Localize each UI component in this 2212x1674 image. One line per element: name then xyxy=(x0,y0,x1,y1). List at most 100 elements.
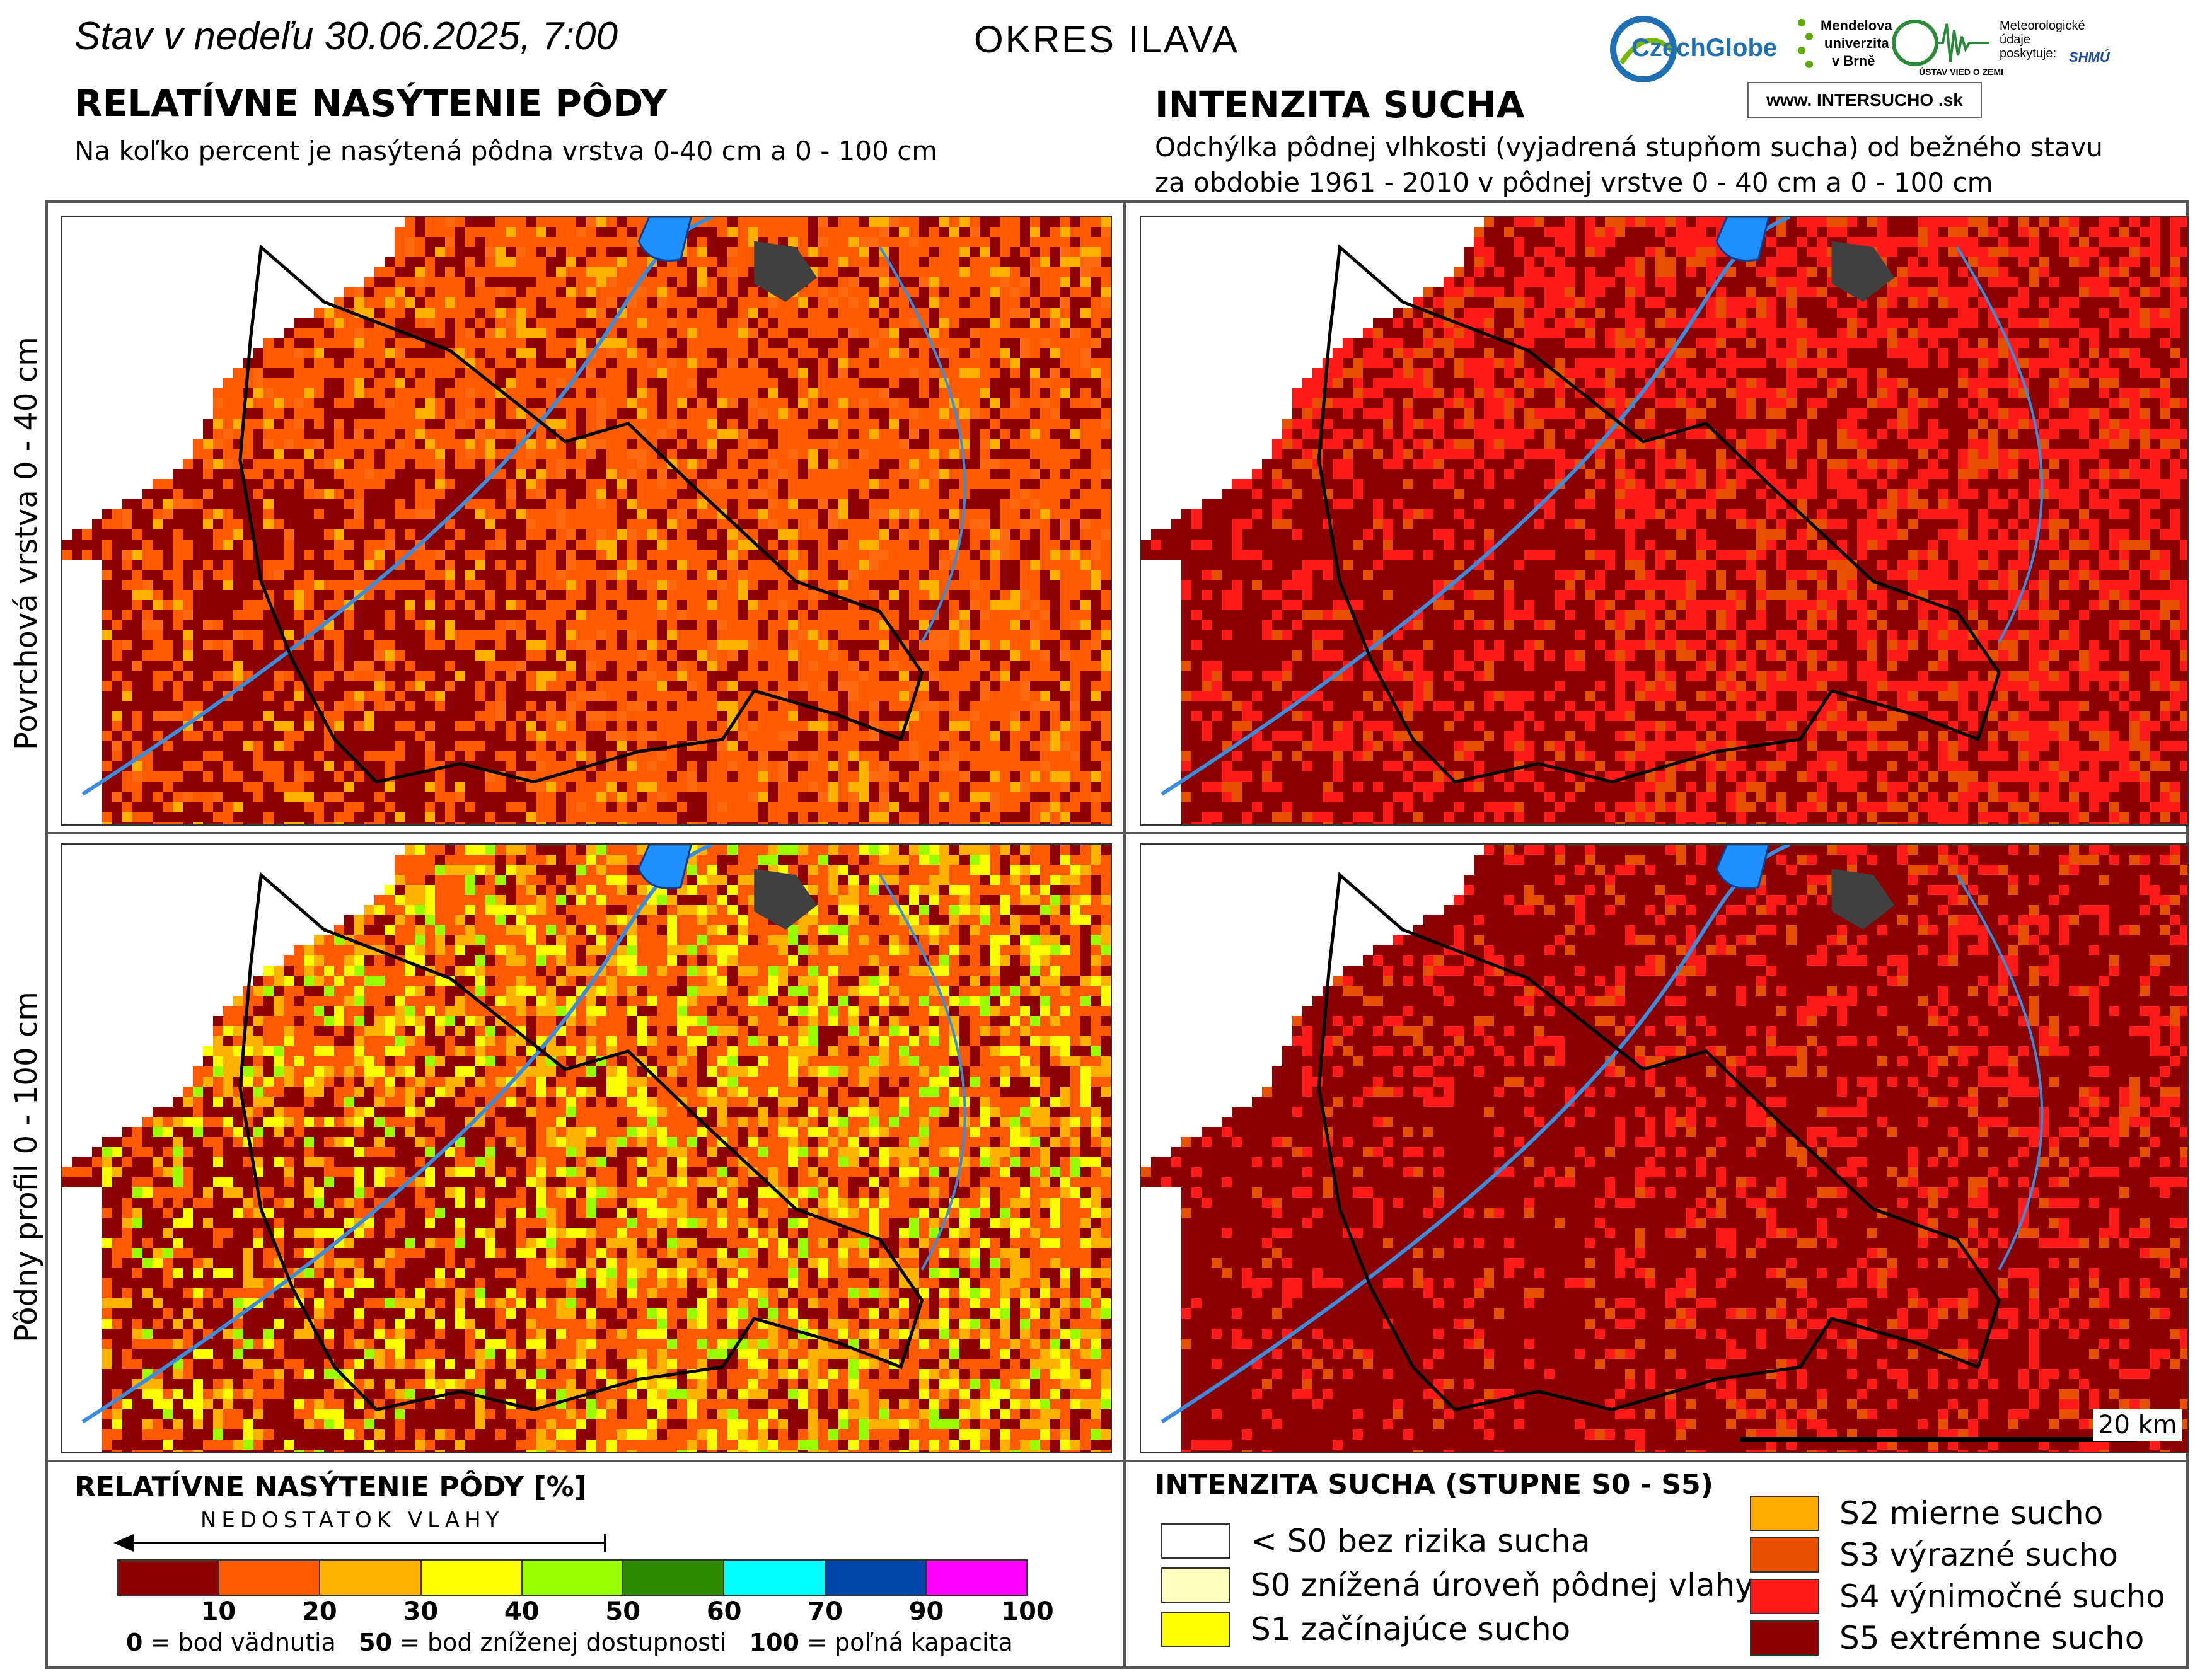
raster-cell xyxy=(788,318,798,328)
raster-cell xyxy=(526,519,536,529)
raster-cell xyxy=(909,439,919,449)
raster-cell xyxy=(798,731,808,741)
raster-cell xyxy=(485,519,495,529)
raster-cell xyxy=(818,257,828,267)
raster-cell xyxy=(364,721,374,731)
raster-cell xyxy=(153,620,163,630)
raster-cell xyxy=(395,449,405,459)
raster-cell xyxy=(727,328,738,338)
raster-cell xyxy=(869,358,879,368)
raster-cell xyxy=(879,489,889,499)
raster-cell xyxy=(173,681,183,691)
raster-cell xyxy=(576,711,586,721)
raster-cell xyxy=(344,519,354,529)
raster-cell xyxy=(727,570,738,580)
raster-cell xyxy=(495,348,506,358)
raster-cell xyxy=(1101,338,1111,348)
raster-cell xyxy=(506,540,516,550)
raster-cell xyxy=(435,429,445,439)
raster-cell xyxy=(970,661,980,671)
raster-cell xyxy=(1070,650,1080,661)
raster-cell xyxy=(596,439,606,449)
raster-cell xyxy=(788,661,798,671)
raster-cell xyxy=(506,358,516,368)
raster-cell xyxy=(869,570,879,580)
raster-cell xyxy=(576,469,586,479)
raster-cell xyxy=(818,681,828,691)
raster-cell xyxy=(374,368,385,378)
raster-cell xyxy=(163,519,173,529)
raster-cell xyxy=(364,358,374,368)
raster-cell xyxy=(425,247,435,257)
raster-cell xyxy=(1060,540,1070,550)
raster-cell xyxy=(263,650,274,661)
raster-cell xyxy=(929,318,939,328)
raster-cell xyxy=(939,439,949,449)
raster-cell xyxy=(253,620,263,630)
raster-cell xyxy=(1000,358,1010,368)
raster-cell xyxy=(324,398,334,408)
raster-cell xyxy=(243,630,253,640)
raster-cell xyxy=(405,429,415,439)
raster-cell xyxy=(385,721,395,731)
raster-cell xyxy=(596,630,606,640)
raster-cell xyxy=(627,671,637,681)
raster-cell xyxy=(889,560,899,570)
raster-cell xyxy=(1101,308,1111,318)
raster-cell xyxy=(516,701,526,711)
raster-cell xyxy=(939,328,949,338)
raster-cell xyxy=(546,630,556,640)
raster-cell xyxy=(475,308,485,318)
raster-cell xyxy=(980,489,990,499)
raster-cell xyxy=(869,368,879,378)
raster-cell xyxy=(233,640,243,650)
raster-cell xyxy=(818,348,828,358)
raster-cell xyxy=(758,429,768,439)
raster-cell xyxy=(606,610,617,620)
raster-cell xyxy=(193,620,203,630)
raster-cell xyxy=(233,388,243,398)
raster-cell xyxy=(1060,287,1070,297)
raster-cell xyxy=(949,620,959,630)
raster-cell xyxy=(395,741,405,751)
raster-cell xyxy=(949,529,959,540)
raster-cell xyxy=(980,681,990,691)
raster-cell xyxy=(929,499,939,509)
raster-cell xyxy=(1030,550,1040,560)
raster-cell xyxy=(970,600,980,610)
raster-cell xyxy=(748,469,758,479)
raster-cell xyxy=(748,217,758,227)
raster-cell xyxy=(193,550,203,560)
raster-cell xyxy=(889,388,899,398)
raster-cell xyxy=(697,731,707,741)
raster-cell xyxy=(556,721,566,731)
raster-cell xyxy=(536,439,546,449)
raster-cell xyxy=(364,751,374,761)
raster-cell xyxy=(939,267,949,277)
raster-cell xyxy=(657,358,667,368)
raster-cell xyxy=(1091,661,1101,671)
raster-cell xyxy=(122,650,132,661)
raster-cell xyxy=(748,610,758,620)
raster-cell xyxy=(838,691,848,701)
raster-cell xyxy=(354,509,364,519)
raster-cell xyxy=(1030,247,1040,257)
raster-cell xyxy=(627,277,637,287)
raster-cell xyxy=(687,529,697,540)
raster-cell xyxy=(808,418,818,429)
raster-cell xyxy=(536,368,546,378)
raster-cell xyxy=(929,257,939,267)
raster-cell xyxy=(284,671,294,681)
raster-cell xyxy=(758,388,768,398)
raster-cell xyxy=(970,721,980,731)
raster-cell xyxy=(506,519,516,529)
raster-cell xyxy=(546,600,556,610)
raster-cell xyxy=(173,650,183,661)
raster-cell xyxy=(990,459,1000,469)
raster-cell xyxy=(980,509,990,519)
raster-cell xyxy=(495,418,506,429)
raster-cell xyxy=(556,378,566,388)
raster-cell xyxy=(233,650,243,661)
raster-cell xyxy=(415,398,425,408)
raster-cell xyxy=(1010,237,1020,247)
